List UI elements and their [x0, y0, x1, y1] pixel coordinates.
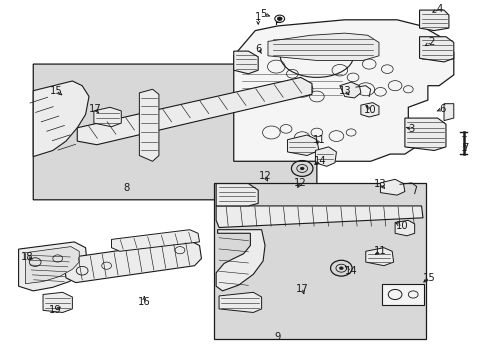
Circle shape [339, 267, 343, 270]
Polygon shape [64, 240, 201, 283]
Text: 11: 11 [373, 246, 386, 256]
Text: 14: 14 [344, 266, 357, 276]
Text: 15: 15 [422, 273, 435, 283]
Polygon shape [216, 230, 264, 291]
Text: 17: 17 [295, 284, 308, 294]
Polygon shape [111, 230, 199, 251]
Polygon shape [216, 206, 422, 228]
Text: 6: 6 [254, 44, 261, 54]
Text: 13: 13 [338, 86, 350, 96]
Polygon shape [365, 248, 393, 266]
Polygon shape [233, 20, 453, 161]
Polygon shape [19, 242, 87, 291]
Polygon shape [219, 292, 261, 312]
Polygon shape [394, 220, 414, 236]
Text: 14: 14 [313, 156, 326, 166]
Polygon shape [339, 82, 360, 98]
Text: 12: 12 [294, 178, 306, 188]
Polygon shape [233, 51, 258, 74]
Polygon shape [216, 184, 258, 206]
Polygon shape [94, 107, 121, 127]
Polygon shape [382, 284, 424, 305]
Text: 16: 16 [138, 297, 150, 307]
Text: 8: 8 [123, 183, 129, 193]
Polygon shape [25, 247, 79, 284]
Text: 15: 15 [50, 86, 62, 96]
Polygon shape [419, 37, 453, 62]
Text: 4: 4 [436, 4, 442, 14]
Polygon shape [77, 77, 311, 145]
Text: 6: 6 [438, 104, 445, 114]
Polygon shape [315, 147, 336, 166]
Polygon shape [267, 33, 378, 60]
Text: 13: 13 [373, 179, 386, 189]
Polygon shape [139, 89, 159, 161]
Polygon shape [287, 135, 318, 156]
Text: 18: 18 [20, 252, 33, 262]
Polygon shape [360, 103, 378, 117]
Polygon shape [380, 179, 404, 195]
Polygon shape [43, 292, 72, 312]
Text: 19: 19 [48, 305, 61, 315]
Circle shape [300, 167, 304, 170]
Text: 3: 3 [408, 124, 414, 134]
Polygon shape [33, 64, 316, 200]
Text: 7: 7 [461, 143, 468, 153]
Text: 17: 17 [89, 104, 102, 114]
Text: 10: 10 [364, 105, 376, 115]
Text: 9: 9 [274, 332, 281, 342]
Text: 1: 1 [254, 12, 261, 22]
Polygon shape [404, 118, 445, 150]
Polygon shape [33, 81, 89, 157]
Text: 11: 11 [312, 135, 325, 145]
Text: 2: 2 [427, 37, 434, 48]
Circle shape [277, 17, 282, 21]
Polygon shape [419, 10, 448, 31]
Text: 5: 5 [259, 9, 266, 19]
Text: 10: 10 [395, 221, 407, 231]
Polygon shape [214, 183, 426, 339]
Text: 12: 12 [258, 171, 271, 181]
Polygon shape [443, 104, 453, 121]
